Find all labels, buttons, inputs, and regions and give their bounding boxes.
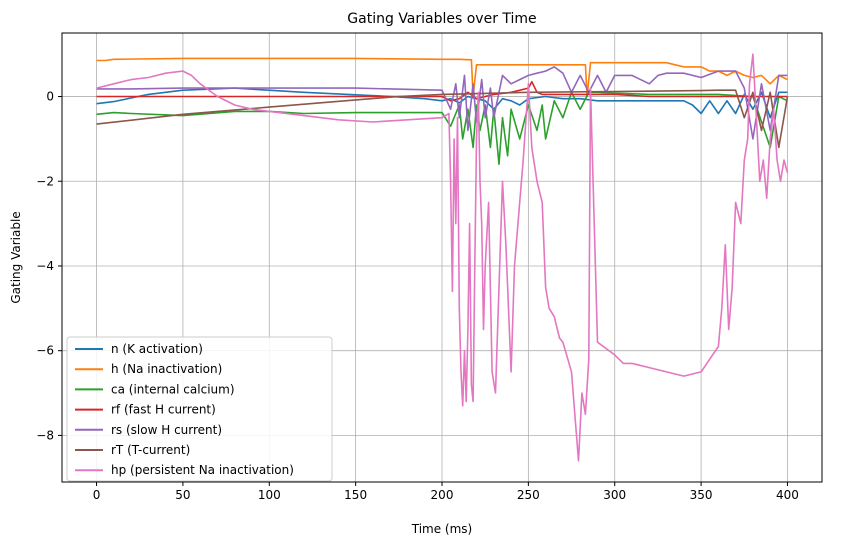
y-tick-label: −4 bbox=[36, 259, 54, 273]
chart-title: Gating Variables over Time bbox=[347, 11, 536, 27]
x-axis-label: Time (ms) bbox=[411, 522, 473, 536]
y-axis-label: Gating Variable bbox=[9, 211, 23, 303]
x-tick-label: 0 bbox=[93, 488, 101, 502]
series-line-0 bbox=[96, 87, 788, 119]
legend-entry: ca (internal calcium) bbox=[111, 382, 235, 396]
legend-entry: rf (fast H current) bbox=[111, 403, 216, 417]
legend-entry: n (K activation) bbox=[111, 342, 203, 356]
x-tick-label: 150 bbox=[344, 488, 367, 502]
x-tick-label: 200 bbox=[431, 488, 454, 502]
series-lines bbox=[96, 53, 789, 462]
series-line-1 bbox=[96, 57, 788, 98]
series-line-3 bbox=[96, 80, 788, 102]
legend-box bbox=[66, 336, 333, 482]
x-tick-label: 250 bbox=[517, 488, 540, 502]
y-tick-label: −6 bbox=[36, 344, 54, 358]
series-line-6 bbox=[96, 53, 789, 462]
x-tick-label: 100 bbox=[258, 488, 281, 502]
x-tick-label: 350 bbox=[690, 488, 713, 502]
y-tick-label: 0 bbox=[46, 90, 54, 104]
legend-entry: hp (persistent Na inactivation) bbox=[111, 463, 294, 477]
x-tick-label: 400 bbox=[776, 488, 799, 502]
x-tick-label: 50 bbox=[175, 488, 190, 502]
series-line-4 bbox=[96, 66, 788, 140]
legend-entry: rs (slow H current) bbox=[111, 423, 222, 437]
series-line-2 bbox=[96, 91, 788, 166]
series-line-5 bbox=[96, 89, 789, 149]
y-tick-label: −2 bbox=[36, 174, 54, 188]
x-tick-label: 300 bbox=[603, 488, 626, 502]
legend-entry: h (Na inactivation) bbox=[111, 362, 222, 376]
legend-entry: rT (T-current) bbox=[111, 443, 190, 457]
legend: n (K activation) h (Na inactivation) ca (i… bbox=[66, 336, 333, 482]
axis-ticks: 0 50 100 150 200 250 300 350 400 0 −2 −4 −6 −8 bbox=[36, 90, 799, 502]
y-tick-label: −8 bbox=[36, 428, 54, 442]
